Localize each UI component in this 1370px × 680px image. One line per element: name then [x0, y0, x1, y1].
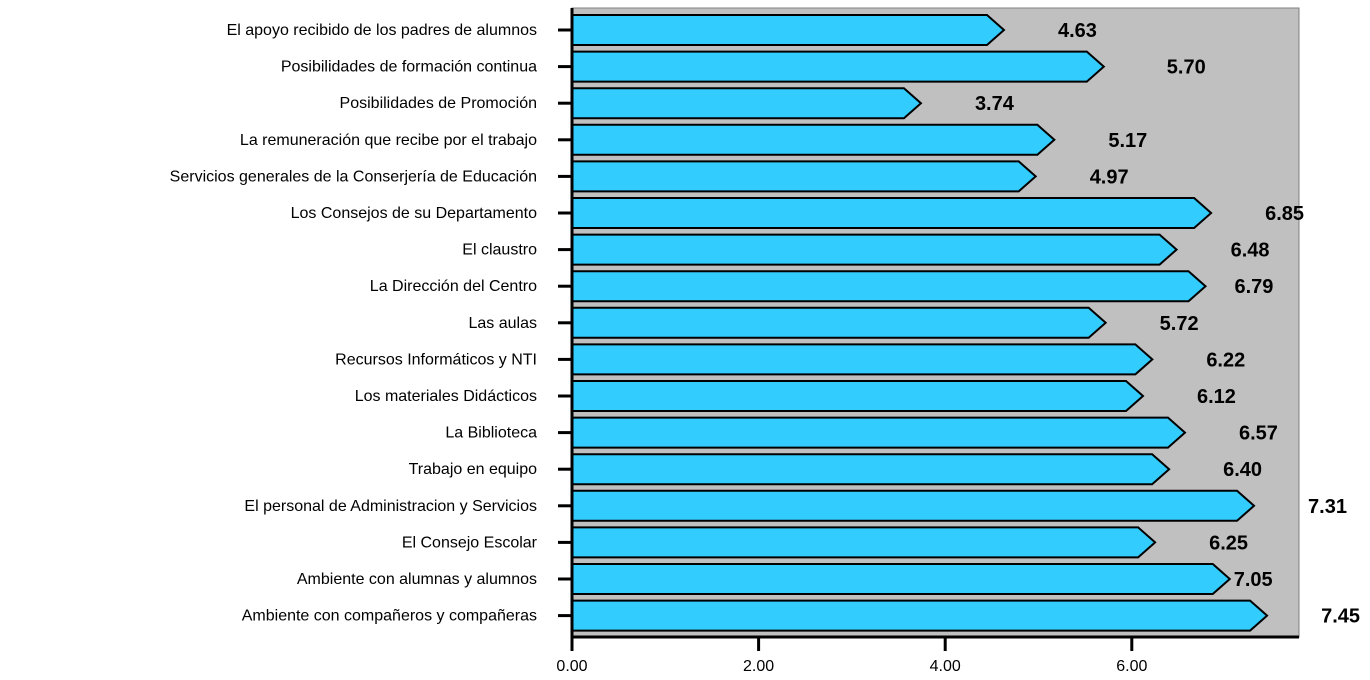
value-label: 7.05 — [1234, 569, 1273, 591]
category-label: El Consejo Escolar — [402, 534, 538, 551]
value-label: 7.45 — [1321, 606, 1360, 628]
bar — [571, 453, 1171, 486]
value-label: 4.63 — [1058, 20, 1097, 42]
value-label: 6.22 — [1206, 349, 1245, 371]
value-label: 3.74 — [975, 93, 1015, 115]
category-label: Los Consejos de su Departamento — [291, 205, 537, 222]
value-label: 6.12 — [1197, 386, 1236, 408]
category-label: Posibilidades de formación continua — [281, 59, 537, 76]
bar — [571, 343, 1154, 376]
bar — [571, 563, 1232, 595]
bar — [571, 14, 1006, 46]
bar — [571, 489, 1256, 522]
category-label: Trabajo en equipo — [409, 461, 537, 478]
value-label: 6.85 — [1265, 203, 1304, 225]
bar — [571, 233, 1179, 266]
category-label: El apoyo recibido de los padres de alumn… — [227, 22, 537, 39]
value-label: 7.31 — [1308, 496, 1347, 518]
bar — [571, 160, 1038, 193]
bar — [571, 380, 1145, 412]
x-axis: 0.00 2.00 4.00 6.00 — [556, 635, 1299, 675]
category-label: La Biblioteca — [445, 425, 537, 442]
value-label: 6.79 — [1235, 276, 1274, 298]
category-label: Posibilidades de Promoción — [340, 95, 537, 112]
value-label: 5.70 — [1167, 57, 1206, 79]
bar — [571, 526, 1157, 559]
category-label: El claustro — [462, 242, 537, 259]
bar — [571, 87, 923, 120]
category-label: Las aulas — [469, 315, 538, 332]
bar — [571, 416, 1187, 449]
x-tick-label: 4.00 — [930, 658, 961, 675]
value-label: 5.72 — [1160, 313, 1199, 335]
value-label: 6.48 — [1231, 240, 1270, 262]
y-axis: El apoyo recibido de los padres de alumn… — [170, 8, 574, 637]
x-tick-label: 2.00 — [743, 658, 774, 675]
bar — [571, 50, 1106, 83]
value-label: 6.57 — [1239, 423, 1278, 445]
category-label: Recursos Informáticos y NTI — [335, 351, 537, 368]
category-label: Servicios generales de la Conserjería de… — [170, 168, 537, 185]
x-tick-label: 6.00 — [1116, 658, 1147, 675]
category-label: La Dirección del Centro — [370, 278, 537, 295]
category-label: La remuneración que recibe por el trabaj… — [240, 132, 537, 149]
value-label: 5.17 — [1108, 130, 1147, 152]
x-tick-label: 0.00 — [556, 658, 587, 675]
bars-layer: 4.63 5.70 3.74 5.17 4.97 6.85 6.48 6.79 5.72 6.22… — [571, 14, 1360, 632]
bar — [571, 599, 1269, 632]
bar — [571, 270, 1208, 303]
category-label: El personal de Administracion y Servicio… — [244, 498, 537, 515]
category-label: Ambiente con compañeros y compañeras — [242, 608, 537, 625]
bar — [571, 123, 1056, 156]
value-label: 6.40 — [1223, 459, 1262, 481]
category-label: Los materiales Didácticos — [355, 388, 537, 405]
category-label: Ambiente con alumnas y alumnos — [297, 571, 537, 588]
bar — [571, 306, 1108, 339]
value-label: 4.97 — [1090, 166, 1129, 188]
bar — [571, 197, 1213, 229]
value-label: 6.25 — [1209, 532, 1248, 554]
